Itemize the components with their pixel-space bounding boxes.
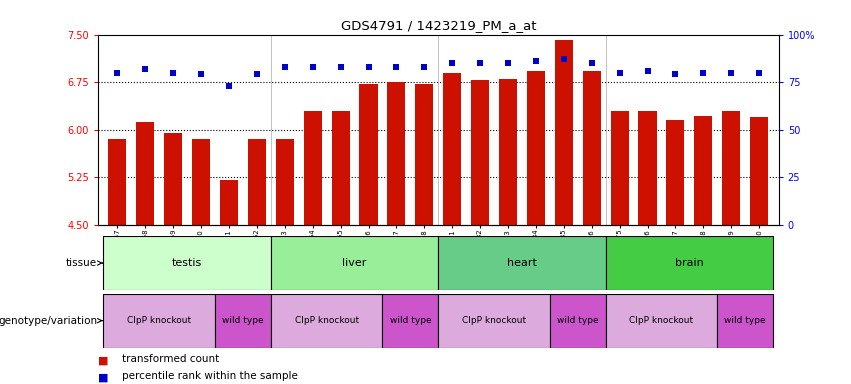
Text: ClpP knockout: ClpP knockout [462,316,526,325]
Point [334,64,347,70]
Bar [499,79,517,225]
Bar [606,236,773,290]
Text: wild type: wild type [557,316,598,325]
Bar [387,82,405,225]
Bar [136,122,154,225]
Point [613,70,626,76]
Point [278,64,292,70]
Bar [471,80,489,225]
Point [557,56,571,62]
Bar [382,294,438,348]
Text: transformed count: transformed count [122,354,219,364]
Point [222,83,236,89]
Point [752,70,766,76]
Bar [694,116,712,225]
Text: ■: ■ [98,355,108,365]
Bar [750,117,768,225]
Text: ■: ■ [98,372,108,382]
Text: wild type: wild type [222,316,264,325]
Point [724,70,738,76]
Text: heart: heart [507,258,537,268]
Point [669,71,683,78]
Bar [527,71,545,225]
Bar [304,111,322,225]
Bar [104,236,271,290]
Bar [555,40,573,225]
Point [390,64,403,70]
Point [585,60,598,66]
Bar [666,120,684,225]
Bar [332,111,350,225]
Bar [164,133,182,225]
Title: GDS4791 / 1423219_PM_a_at: GDS4791 / 1423219_PM_a_at [340,19,536,32]
Point [306,64,319,70]
Text: testis: testis [172,258,203,268]
Point [167,70,180,76]
Point [139,66,152,72]
Text: brain: brain [675,258,704,268]
Bar [550,294,606,348]
Text: ClpP knockout: ClpP knockout [294,316,359,325]
Text: genotype/variation: genotype/variation [0,316,103,326]
Bar [248,139,266,225]
Point [418,64,431,70]
Point [445,60,459,66]
Bar [606,294,717,348]
Point [473,60,487,66]
Bar [108,139,127,225]
Text: liver: liver [342,258,367,268]
Bar [638,111,657,225]
Point [250,71,264,78]
Bar [415,84,433,225]
Point [111,70,124,76]
Bar [271,236,438,290]
Text: percentile rank within the sample: percentile rank within the sample [122,371,298,381]
Bar [215,294,271,348]
Text: ClpP knockout: ClpP knockout [127,316,191,325]
Bar [610,111,629,225]
Bar [722,111,740,225]
Text: wild type: wild type [390,316,431,325]
Bar [359,84,378,225]
Point [696,70,710,76]
Bar [104,294,215,348]
Text: ClpP knockout: ClpP knockout [630,316,694,325]
Text: tissue: tissue [66,258,103,268]
Text: wild type: wild type [724,316,766,325]
Bar [583,71,601,225]
Point [194,71,208,78]
Bar [192,139,210,225]
Point [641,68,654,74]
Bar [443,73,461,225]
Bar [220,180,238,225]
Point [529,58,543,64]
Bar [438,294,550,348]
Point [501,60,515,66]
Bar [271,294,382,348]
Bar [276,139,294,225]
Bar [438,236,606,290]
Point [362,64,375,70]
Bar [717,294,773,348]
